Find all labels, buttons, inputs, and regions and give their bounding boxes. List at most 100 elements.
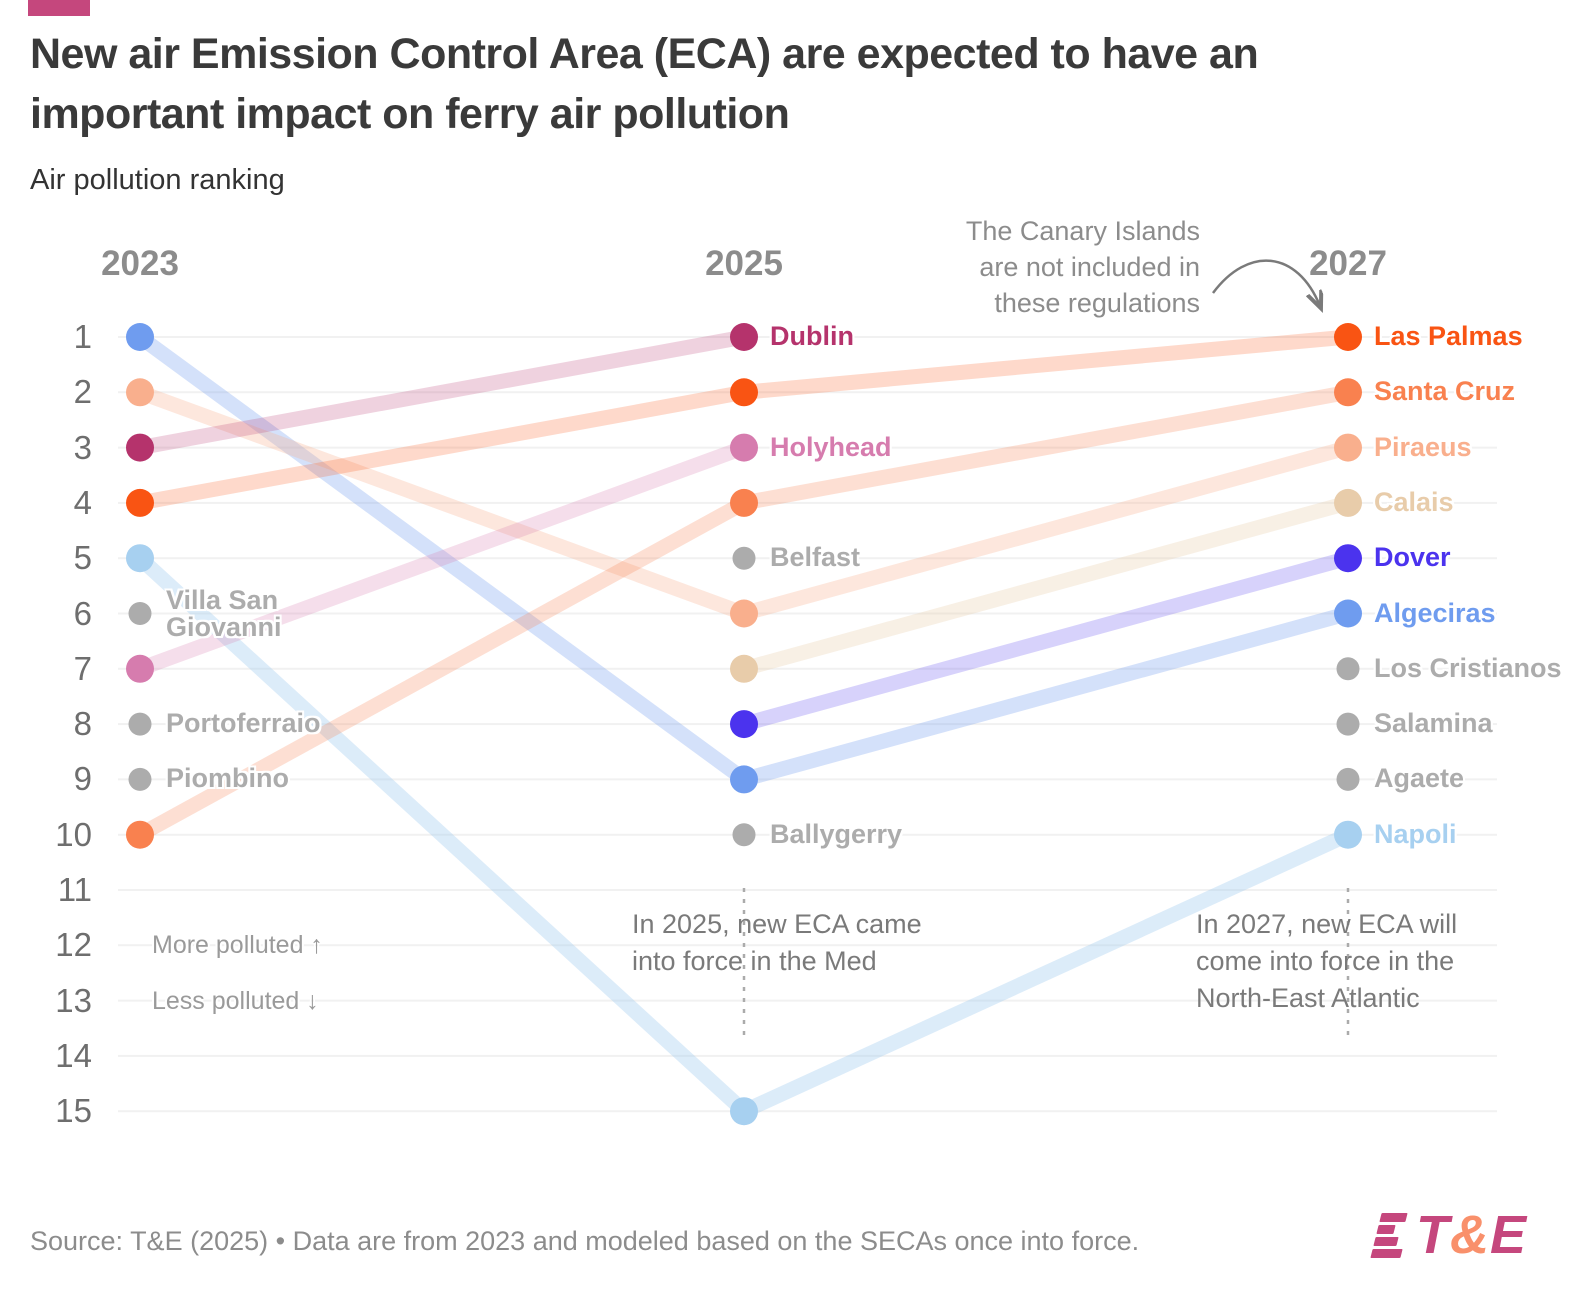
port-label-dublin: Dublin bbox=[770, 321, 854, 352]
port-label-portoferraio: Portoferraio bbox=[166, 708, 321, 739]
port-label-las-palmas: Las Palmas bbox=[1374, 321, 1523, 352]
port-label-line: Santa Cruz bbox=[1374, 376, 1516, 407]
port-label-line: Las Palmas bbox=[1374, 321, 1523, 351]
rank-number-5: 5 bbox=[73, 539, 92, 577]
port-label-line: Portoferraio bbox=[166, 708, 321, 739]
note-2027: In 2027, new ECA will come into force in… bbox=[1196, 906, 1457, 1017]
port-label-calais: Calais bbox=[1374, 487, 1454, 518]
port-label-los-cristianos: Los Cristianos bbox=[1374, 653, 1562, 684]
rank-dot-los-cristianos-2027 bbox=[1336, 657, 1360, 681]
rank-dot-agaete-2027 bbox=[1336, 767, 1360, 791]
port-label-piombino: Piombino bbox=[166, 763, 289, 794]
port-label-line: Dublin bbox=[770, 321, 854, 351]
series-line-dover bbox=[742, 550, 1350, 732]
rank-dot-belfast-2025 bbox=[732, 546, 756, 570]
direction-more-polluted: More polluted ↑ bbox=[152, 931, 323, 959]
rank-dot-piraeus-2027 bbox=[1334, 433, 1362, 462]
page-subtitle: Air pollution ranking bbox=[30, 164, 285, 196]
rank-number-2: 2 bbox=[73, 373, 92, 411]
rank-dot-holyhead-2025 bbox=[730, 433, 758, 462]
rank-number-6: 6 bbox=[73, 594, 92, 632]
port-label-line: Napoli bbox=[1374, 818, 1457, 849]
series-line-algeciras bbox=[742, 606, 1350, 787]
rank-dot-las-palmas-2027 bbox=[1334, 323, 1362, 351]
port-label-santa-cruz: Santa Cruz bbox=[1374, 376, 1515, 407]
canary-annotation-line: these regulations bbox=[994, 288, 1200, 318]
rank-dot-piraeus-2023 bbox=[126, 378, 154, 407]
port-label-dover: Dover bbox=[1374, 542, 1451, 573]
port-label-napoli: Napoli bbox=[1374, 819, 1457, 850]
series-line-dublin bbox=[138, 329, 746, 455]
year-header-2025: 2025 bbox=[705, 244, 783, 283]
port-label-line: Algeciras bbox=[1374, 597, 1496, 628]
port-label-algeciras: Algeciras bbox=[1374, 598, 1496, 629]
series-line-piraeus bbox=[742, 440, 1350, 621]
canary-annotation: The Canary Islands are not included in t… bbox=[900, 213, 1200, 321]
rank-number-9: 9 bbox=[73, 760, 92, 798]
rank-dot-las-palmas-2023 bbox=[126, 488, 154, 517]
rank-dot-dublin-2025 bbox=[730, 323, 758, 351]
port-label-line: Piombino bbox=[166, 763, 289, 794]
year-header-2027: 2027 bbox=[1309, 244, 1387, 283]
series-line-las-palmas bbox=[743, 329, 1349, 400]
rank-number-13: 13 bbox=[55, 981, 92, 1019]
rank-dot-portoferraio-2023 bbox=[128, 712, 152, 736]
rank-dot-dublin-2023 bbox=[126, 433, 154, 462]
note-2025-line: into force in the Med bbox=[632, 946, 877, 976]
rank-number-4: 4 bbox=[73, 483, 92, 521]
rank-dot-napoli-2025 bbox=[730, 1097, 758, 1126]
port-label-line: Agaete bbox=[1374, 763, 1465, 794]
rank-dot-holyhead-2023 bbox=[126, 654, 154, 683]
te-logo: T&E bbox=[1370, 1208, 1527, 1262]
rank-dot-algeciras-2027 bbox=[1334, 599, 1362, 628]
series-line-napoli bbox=[740, 827, 1352, 1119]
series-line-piraeus bbox=[137, 385, 747, 621]
rank-number-11: 11 bbox=[57, 871, 92, 908]
rank-dot-dover-2025 bbox=[730, 710, 758, 739]
te-logo-stripes-icon bbox=[1370, 1212, 1411, 1258]
port-label-line: Salamina bbox=[1374, 708, 1493, 739]
rank-dot-santa-cruz-2025 bbox=[730, 488, 758, 517]
port-label-ballygerry: Ballygerry bbox=[770, 819, 902, 850]
source-text: Source: T&E (2025) • Data are from 2023 … bbox=[30, 1226, 1140, 1256]
year-header-2023: 2023 bbox=[101, 244, 179, 283]
port-label-villa-san-giovanni: Villa San Giovanni bbox=[166, 584, 282, 642]
port-label-holyhead: Holyhead bbox=[770, 432, 892, 463]
series-line-las-palmas bbox=[138, 384, 746, 511]
te-logo-ampersand: & bbox=[1450, 1205, 1490, 1265]
port-label-line: Calais bbox=[1374, 486, 1454, 517]
series-line-calais bbox=[742, 495, 1350, 677]
port-label-line: Villa San bbox=[166, 584, 279, 615]
rank-number-1: 1 bbox=[73, 318, 92, 355]
port-label-belfast: Belfast bbox=[770, 542, 860, 573]
rank-dot-las-palmas-2025 bbox=[730, 378, 758, 407]
rank-dot-ballygerry-2025 bbox=[732, 823, 756, 847]
port-label-line: Belfast bbox=[770, 542, 861, 573]
rank-dot-piombino-2023 bbox=[128, 767, 152, 791]
rank-dot-salamina-2027 bbox=[1336, 712, 1360, 736]
rank-dot-algeciras-2025 bbox=[730, 765, 758, 794]
port-label-line: Los Cristianos bbox=[1374, 652, 1562, 683]
note-2027-line: come into force in the bbox=[1196, 946, 1455, 976]
rank-number-14: 14 bbox=[55, 1036, 92, 1074]
port-label-line: Ballygerry bbox=[770, 818, 903, 849]
page-title: New air Emission Control Area (ECA) are … bbox=[30, 30, 1259, 138]
canary-annotation-line: The Canary Islands bbox=[965, 216, 1200, 246]
rank-dot-piraeus-2025 bbox=[730, 599, 758, 628]
series-line-santa-cruz bbox=[742, 384, 1350, 511]
direction-less-polluted: Less polluted ↓ bbox=[152, 987, 319, 1015]
note-2025-line: In 2025, new ECA came bbox=[632, 909, 922, 939]
annotation-arrow-icon bbox=[1211, 259, 1320, 306]
note-2027-line: North-East Atlantic bbox=[1196, 983, 1420, 1013]
rank-number-3: 3 bbox=[73, 428, 92, 466]
rank-dot-calais-2025 bbox=[730, 654, 758, 683]
rank-dot-algeciras-2023 bbox=[126, 323, 154, 351]
rank-dot-calais-2027 bbox=[1334, 488, 1362, 517]
rank-dot-dover-2027 bbox=[1334, 544, 1362, 573]
te-logo-e: E bbox=[1490, 1205, 1528, 1265]
note-2027-line: In 2027, new ECA will bbox=[1196, 909, 1458, 939]
te-logo-text: T&E bbox=[1416, 1208, 1527, 1262]
port-label-line: Giovanni bbox=[166, 611, 282, 642]
rank-dot-napoli-2023 bbox=[126, 544, 154, 573]
port-label-piraeus: Piraeus bbox=[1374, 432, 1472, 463]
